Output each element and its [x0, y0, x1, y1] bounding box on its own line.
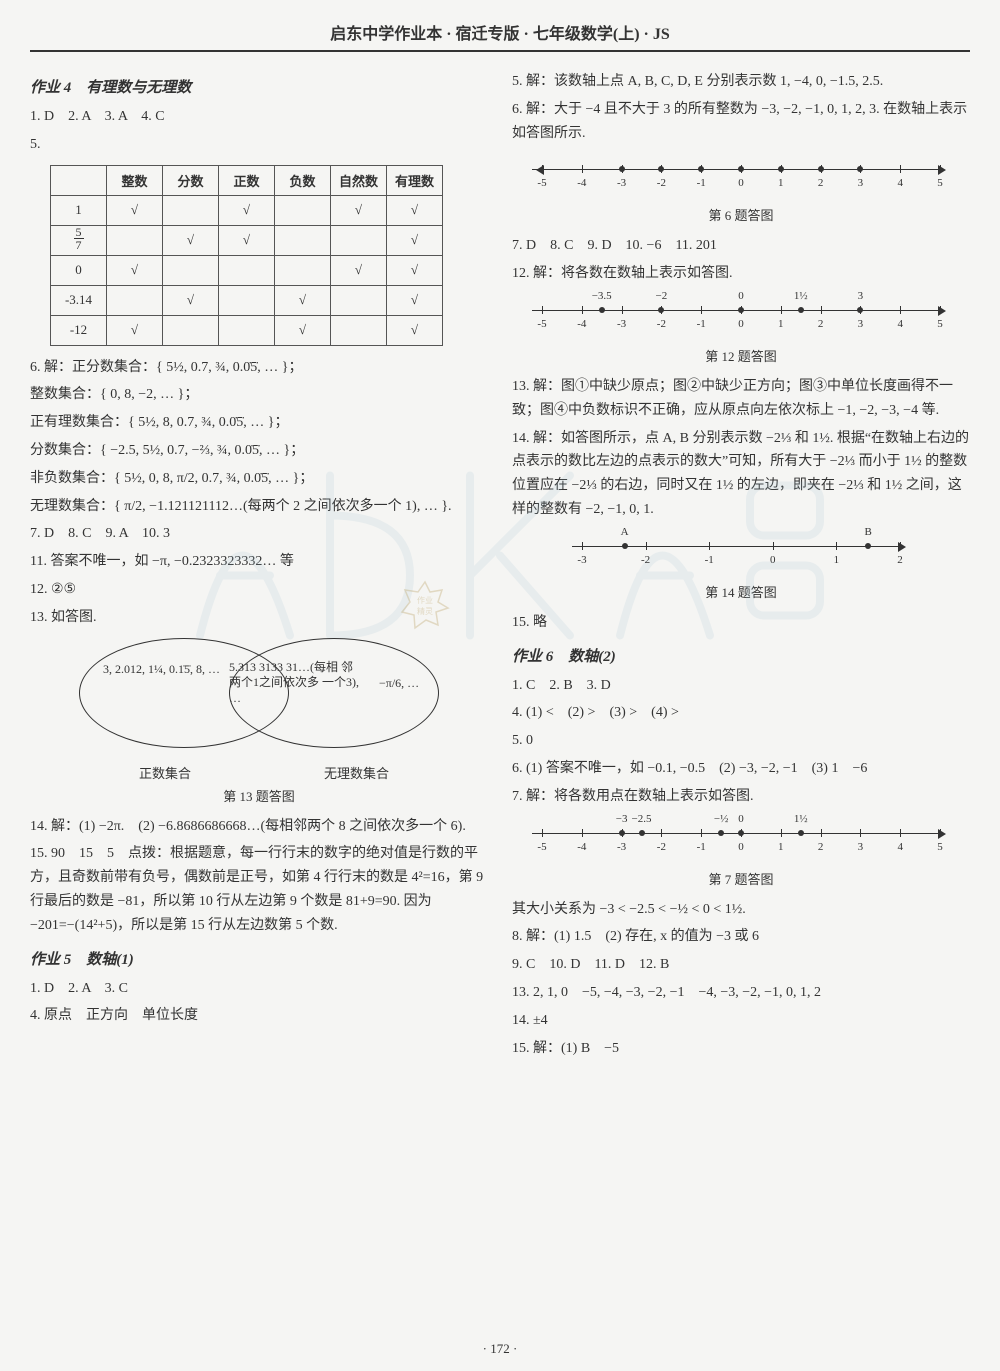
numberline-q6: -5-4-3-2-1012345	[532, 155, 950, 195]
hw6-ans13: 13. 2, 1, 0 −5, −4, −3, −2, −1 −4, −3, −…	[512, 981, 970, 1005]
venn-left-label: 正数集合	[139, 763, 191, 782]
hw4-ans15: 15. 90 15 5 点拨：根据题意，每一行行末的数字的绝对值是行数的平方，且…	[30, 842, 488, 937]
hw6-ans7: 7. 解：将各数用点在数轴上表示如答图.	[512, 785, 970, 809]
hw6-ans4: 4. (1) < (2) > (3) > (4) >	[512, 701, 970, 725]
hw4-ans6-nonneg: 非负数集合：{ 5½, 0, 8, π/2, 0.7, ¾, 0.0̇5̇, ……	[30, 467, 488, 491]
hw4-ans6-frac: 分数集合：{ −2.5, 5½, 0.7, −⅔, ¾, 0.0̇5̇, … }…	[30, 439, 488, 463]
page-header: 启东中学作业本 · 宿迁专版 · 七年级数学(上) · JS	[30, 20, 970, 52]
hw6-ans5: 5. 0	[512, 729, 970, 753]
table-header: 正数	[219, 165, 275, 195]
right-column: 5. 解：该数轴上点 A, B, C, D, E 分别表示数 1, −4, 0,…	[512, 66, 970, 1064]
numberline-q12: -5-4-3-2-1012345−3.5−201½3	[532, 296, 950, 336]
venn-mid-text: 5.313 3133 31…(每相 邻两个1之间依次多 一个3), …	[229, 660, 359, 707]
hw4-ans6-int: 整数集合：{ 0, 8, −2, … }；	[30, 383, 488, 407]
hw6-ans7b: 其大小关系为 −3 < −2.5 < −½ < 0 < 1½.	[512, 898, 970, 922]
hw6-title: 作业 6 数轴(2)	[512, 645, 970, 666]
venn-left-text: 3, 2.012, 1¼, 0.1̇5̇, 8, …	[103, 662, 223, 678]
hw4-ans6-pos-frac: 6. 解：正分数集合：{ 5½, 0.7, ¾, 0.0̇5̇, … }；	[30, 356, 488, 380]
hw4-ans5: 5.	[30, 133, 488, 157]
hw5-answers2: 7. D 8. C 9. D 10. −6 11. 201	[512, 234, 970, 258]
venn-diagram: 3, 2.012, 1¼, 0.1̇5̇, 8, … 5.313 3133 31…	[79, 638, 439, 778]
hw5-ans5: 5. 解：该数轴上点 A, B, C, D, E 分别表示数 1, −4, 0,…	[512, 70, 970, 94]
hw4-answers1: 1. D 2. A 3. A 4. C	[30, 105, 488, 129]
hw4-title: 作业 4 有理数与无理数	[30, 76, 488, 97]
hw6-ans15: 15. 解：(1) B −5	[512, 1037, 970, 1061]
hw4-ans14: 14. 解：(1) −2π. (2) −6.8686686668…(每相邻两个 …	[30, 815, 488, 839]
left-column: 作业 4 有理数与无理数 1. D 2. A 3. A 4. C 5. 整数分数…	[30, 66, 488, 1064]
nl12-caption: 第 12 题答图	[512, 346, 970, 365]
hw6-answers1: 1. C 2. B 3. D	[512, 674, 970, 698]
table-row: 0√√√	[51, 255, 443, 285]
hw5-ans14: 14. 解：如答图所示，点 A, B 分别表示数 −2⅓ 和 1½. 根据“在数…	[512, 427, 970, 522]
table-row: 1√√√√	[51, 195, 443, 225]
hw4-ans6-irr: 无理数集合：{ π/2, −1.121121112…(每两个 2 之间依次多一个…	[30, 495, 488, 519]
hw6-ans14: 14. ±4	[512, 1009, 970, 1033]
hw6-ans8: 8. 解：(1) 1.5 (2) 存在, x 的值为 −3 或 6	[512, 925, 970, 949]
venn-right-text: −π/6, …	[379, 676, 429, 692]
table-header	[51, 165, 107, 195]
hw4-ans13: 13. 如答图.	[30, 606, 488, 630]
nl14-caption: 第 14 题答图	[512, 582, 970, 601]
hw5-ans13: 13. 解：图①中缺少原点；图②中缺少正方向；图③中单位长度画得不一致；图④中负…	[512, 375, 970, 423]
hw6-answers2: 9. C 10. D 11. D 12. B	[512, 953, 970, 977]
hw5-ans12: 12. 解：将各数在数轴上表示如答图.	[512, 262, 970, 286]
table-header: 整数	[107, 165, 163, 195]
hw4-ans12: 12. ②⑤	[30, 578, 488, 602]
two-column-layout: 作业 4 有理数与无理数 1. D 2. A 3. A 4. C 5. 整数分数…	[30, 66, 970, 1064]
hw4-answers2: 7. D 8. C 9. A 10. 3	[30, 522, 488, 546]
hw4-ans11: 11. 答案不唯一，如 −π, −0.2323323332… 等	[30, 550, 488, 574]
hw6-ans6: 6. (1) 答案不唯一，如 −0.1, −0.5 (2) −3, −2, −1…	[512, 757, 970, 781]
nl7-caption: 第 7 题答图	[512, 869, 970, 888]
numberline-q14: -3-2-1012AB	[572, 532, 910, 572]
venn-caption: 第 13 题答图	[30, 786, 488, 805]
numberline-q7: -5-4-3-2-1012345−3−2.5−½01½	[532, 819, 950, 859]
hw5-title: 作业 5 数轴(1)	[30, 948, 488, 969]
table-row: 57√√√	[51, 225, 443, 255]
hw5-ans15: 15. 略	[512, 611, 970, 635]
table-header: 有理数	[387, 165, 443, 195]
hw5-answers1: 1. D 2. A 3. C	[30, 977, 488, 1001]
classification-table: 整数分数正数负数自然数有理数 1√√√√57√√√0√√√-3.14√√√-12…	[50, 165, 443, 346]
hw5-ans6: 6. 解：大于 −4 且不大于 3 的所有整数为 −3, −2, −1, 0, …	[512, 98, 970, 146]
table-row: -12√√√	[51, 315, 443, 345]
hw5-ans4: 4. 原点 正方向 单位长度	[30, 1004, 488, 1028]
table-header: 负数	[275, 165, 331, 195]
venn-right-label: 无理数集合	[324, 763, 389, 782]
table-header: 自然数	[331, 165, 387, 195]
hw4-ans6-posrat: 正有理数集合：{ 5½, 8, 0.7, ¾, 0.0̇5̇, … }；	[30, 411, 488, 435]
table-header: 分数	[163, 165, 219, 195]
table-row: -3.14√√√	[51, 285, 443, 315]
page-footer: · 172 ·	[0, 1341, 1000, 1357]
nl6-caption: 第 6 题答图	[512, 205, 970, 224]
